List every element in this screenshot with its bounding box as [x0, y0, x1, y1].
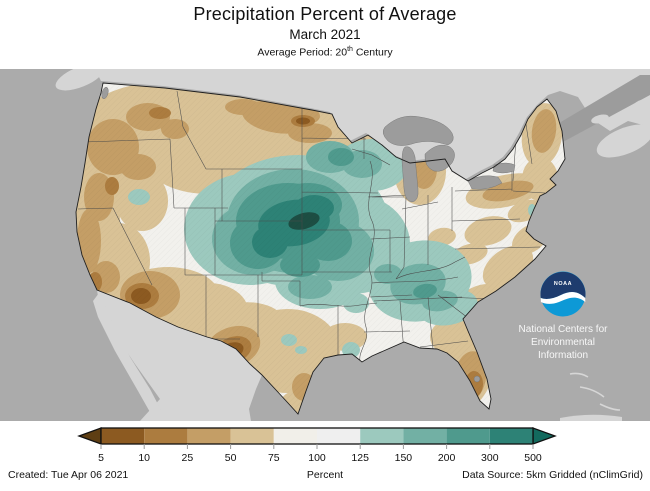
lake-erie: [467, 175, 503, 190]
puget-sound: [101, 86, 109, 100]
legend-tick-label: 10: [138, 452, 150, 464]
legend-unit-label: Percent: [306, 469, 344, 481]
bahamas-islands: [560, 372, 622, 421]
legend-tick-label: 50: [225, 452, 237, 464]
legend-segment: [403, 428, 447, 444]
legend-segment: [273, 428, 317, 444]
svg-text:Information: Information: [538, 350, 588, 361]
lake-huron: [424, 144, 455, 172]
state-borders: [77, 90, 546, 362]
noaa-logo: NOAA: [540, 271, 586, 317]
us-outline: [75, 82, 566, 415]
legend-tick-label: 25: [182, 452, 194, 464]
baja-california: [93, 293, 167, 421]
legend-tick-label: 5: [98, 452, 104, 464]
legend-colorbar: 5 10 25 50 75 100 125 150 200 300 500: [77, 427, 557, 464]
mexico-landmass: [97, 290, 262, 421]
average-period-label: Average Period: 20th Century: [257, 46, 393, 59]
noaa-org-name: National Centers for Environmental Infor…: [519, 324, 609, 361]
lake-superior: [382, 115, 454, 146]
us-precipitation-map: NOAA National Centers for Environmental …: [0, 69, 650, 421]
noaa-logo-navy-top: [540, 271, 586, 299]
legend-segment: [317, 428, 361, 444]
lake-ontario: [492, 162, 516, 174]
legend-tick-label: 200: [438, 452, 456, 464]
page-subtitle: March 2021: [289, 27, 361, 42]
maritime-provinces: [591, 99, 650, 158]
legend-segment: [144, 428, 188, 444]
page-title: Precipitation Percent of Average: [193, 4, 457, 24]
legend-segment: [489, 428, 533, 444]
legend-tick-label: 500: [524, 452, 542, 464]
created-date-label: Created: Tue Apr 06 2021: [8, 469, 129, 481]
svg-text:Environmental: Environmental: [531, 337, 595, 348]
data-source-label: Data Source: 5km Gridded (nClimGrid): [462, 469, 643, 481]
noaa-logo-text: NOAA: [554, 281, 572, 287]
lake-okeechobee: [473, 375, 481, 383]
legend-segment: [230, 428, 274, 444]
legend-tick-label: 75: [268, 452, 280, 464]
legend-tick-label: 100: [308, 452, 326, 464]
legend-tick-label: 125: [351, 452, 369, 464]
legend-arrow-left: [77, 427, 102, 445]
legend-segment: [187, 428, 231, 444]
header: Precipitation Percent of Average March 2…: [0, 4, 650, 59]
legend-tick-label: 150: [395, 452, 413, 464]
legend-segment: [360, 428, 404, 444]
legend-segment: [101, 428, 145, 444]
great-lakes: [101, 86, 516, 383]
svg-text:National Centers for: National Centers for: [519, 324, 609, 335]
legend-arrow-right: [532, 427, 557, 445]
noaa-logo-gull: [540, 291, 586, 304]
map-panel: NOAA National Centers for Environmental …: [0, 69, 650, 421]
vancouver-island: [55, 69, 114, 91]
lake-michigan: [401, 146, 419, 203]
canada-landmass: [95, 69, 650, 179]
legend-segment: [446, 428, 490, 444]
cuba: [560, 414, 622, 421]
legend-tick-label: 300: [481, 452, 499, 464]
